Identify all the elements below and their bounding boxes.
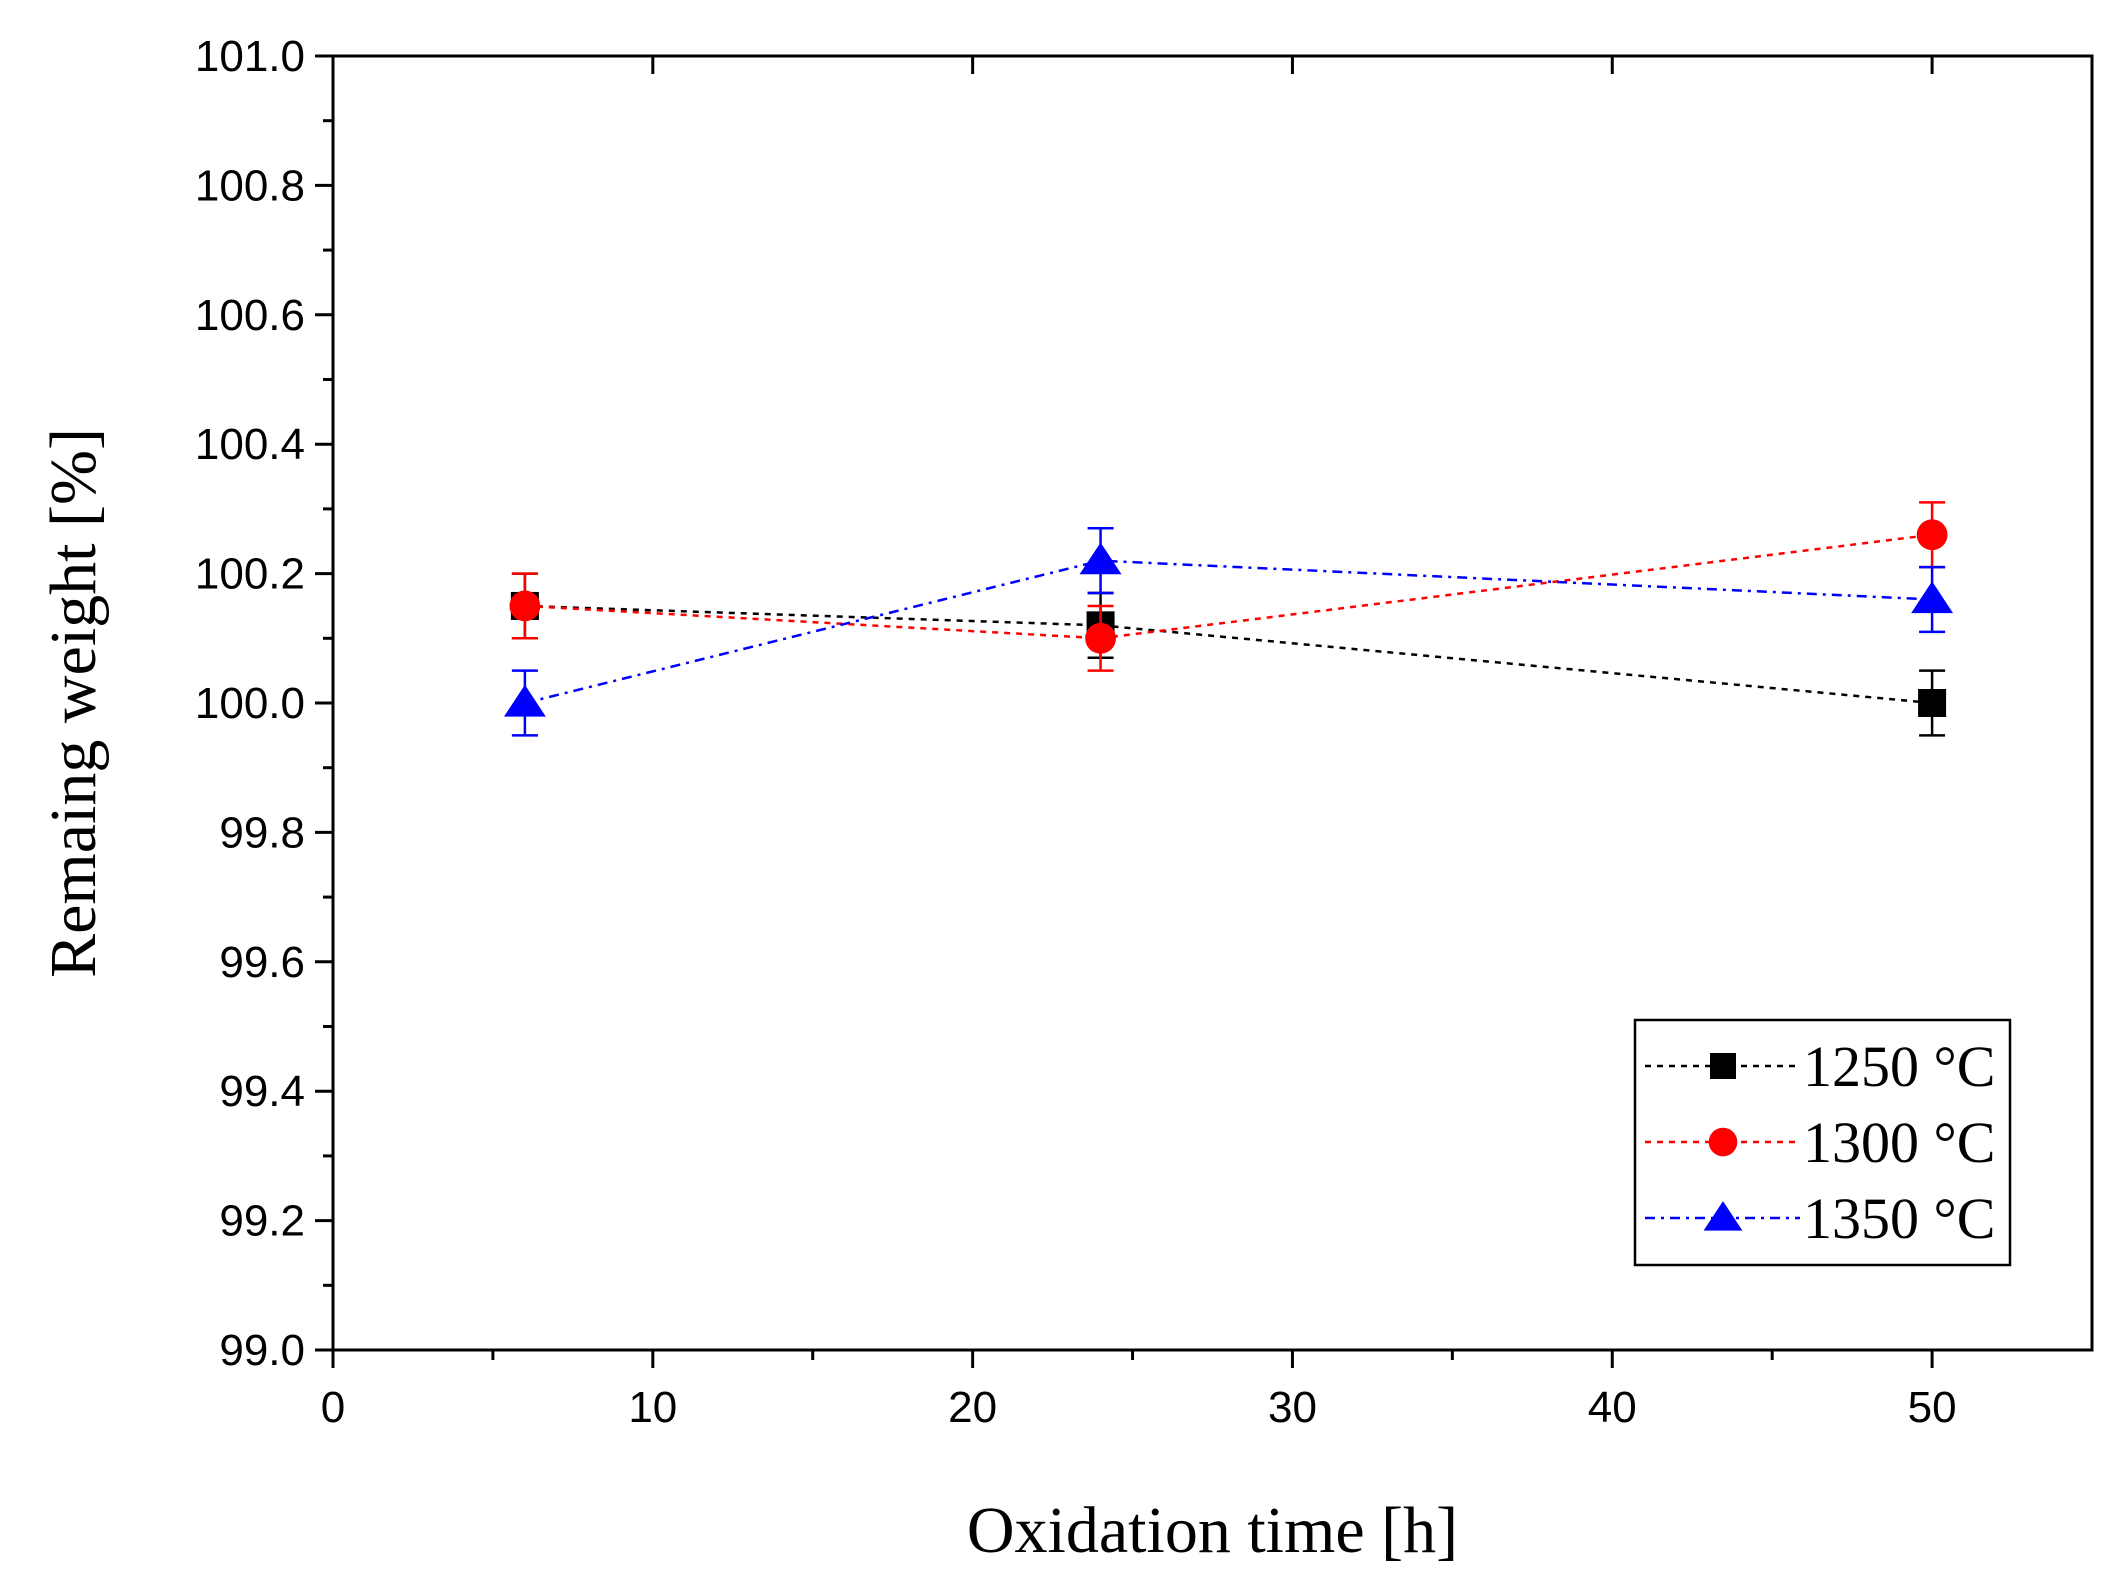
legend-label: 1250 °C bbox=[1803, 1034, 1995, 1099]
y-tick-label: 99.2 bbox=[219, 1197, 305, 1246]
legend-marker bbox=[1710, 1053, 1736, 1079]
legend: 1250 °C 1300 °C 1350 °C bbox=[1633, 1018, 2012, 1267]
data-point bbox=[1916, 519, 1948, 551]
series-line bbox=[524, 533, 1933, 640]
x-axis-title: Oxidation time [h] bbox=[967, 1494, 1458, 1567]
y-axis: 99.0 99.2 99.4 99.6 99.8 100.0 100.2 100.4 100.6… bbox=[195, 32, 333, 1375]
legend-label: 1300 °C bbox=[1803, 1110, 1995, 1175]
data-point bbox=[1085, 622, 1116, 654]
series-2 bbox=[503, 527, 1954, 737]
y-tick-label: 99.8 bbox=[219, 808, 305, 857]
x-tick-label: 10 bbox=[628, 1383, 677, 1432]
y-tick-label: 100.4 bbox=[195, 420, 305, 469]
x-tick-label: 40 bbox=[1588, 1383, 1637, 1432]
y-axis-title: Remaing weight [%] bbox=[37, 428, 110, 978]
y-tick-label: 99.0 bbox=[219, 1326, 305, 1375]
series-1 bbox=[509, 501, 1948, 672]
x-tick-label: 0 bbox=[321, 1383, 345, 1432]
y-tick-label: 100.0 bbox=[195, 679, 305, 728]
series-line bbox=[524, 559, 1933, 705]
x-tick-label: 30 bbox=[1268, 1383, 1317, 1432]
legend-marker bbox=[1703, 1201, 1743, 1231]
series-layer bbox=[503, 501, 1954, 737]
y-tick-label: 99.6 bbox=[219, 938, 305, 987]
data-point bbox=[503, 684, 546, 717]
legend-entry: 1350 °C bbox=[1645, 1186, 1995, 1251]
x-axis: 0 10 20 30 40 50 bbox=[321, 56, 1957, 1432]
legend-entry: 1300 °C bbox=[1645, 1110, 1995, 1175]
x-tick-label: 20 bbox=[948, 1383, 997, 1432]
data-point bbox=[1911, 581, 1954, 614]
legend-marker bbox=[1708, 1127, 1738, 1157]
data-point bbox=[1079, 542, 1122, 575]
data-point bbox=[1918, 689, 1947, 717]
legend-entry: 1250 °C bbox=[1645, 1034, 1995, 1099]
y-tick-label: 101.0 bbox=[195, 32, 305, 81]
y-tick-label: 99.4 bbox=[219, 1067, 305, 1116]
y-tick-label: 100.2 bbox=[195, 550, 305, 599]
x-tick-label: 50 bbox=[1908, 1383, 1957, 1432]
y-tick-label: 100.8 bbox=[195, 161, 305, 210]
legend-label: 1350 °C bbox=[1803, 1186, 1995, 1251]
data-point bbox=[509, 590, 541, 622]
series-line bbox=[524, 604, 1933, 705]
y-tick-label: 100.6 bbox=[195, 291, 305, 340]
